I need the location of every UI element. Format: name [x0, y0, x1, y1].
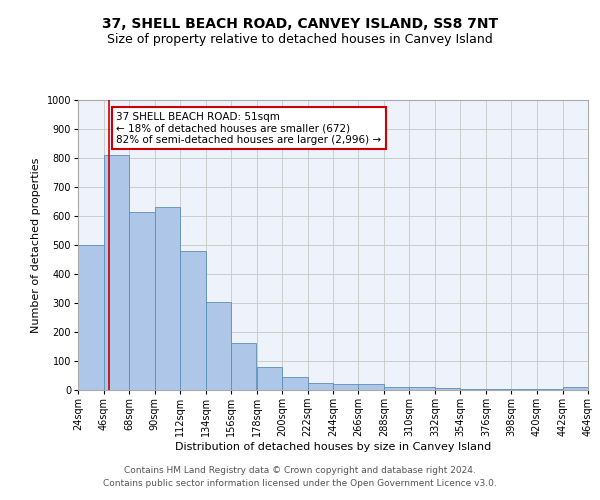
Bar: [358, 384, 384, 390]
Bar: [129, 212, 155, 390]
Bar: [409, 386, 435, 390]
Text: Size of property relative to detached houses in Canvey Island: Size of property relative to detached ho…: [107, 32, 493, 46]
Bar: [563, 387, 588, 390]
Bar: [104, 155, 129, 390]
Bar: [308, 383, 333, 390]
Bar: [257, 368, 282, 390]
Bar: [435, 388, 461, 390]
Bar: [205, 302, 231, 390]
Bar: [537, 388, 563, 390]
Bar: [282, 377, 308, 390]
Bar: [333, 384, 358, 390]
Bar: [384, 386, 409, 390]
Bar: [231, 342, 256, 390]
Text: Contains HM Land Registry data © Crown copyright and database right 2024.
Contai: Contains HM Land Registry data © Crown c…: [103, 466, 497, 487]
Text: 37 SHELL BEACH ROAD: 51sqm
← 18% of detached houses are smaller (672)
82% of sem: 37 SHELL BEACH ROAD: 51sqm ← 18% of deta…: [116, 112, 382, 145]
Bar: [486, 388, 511, 390]
Bar: [78, 245, 104, 390]
X-axis label: Distribution of detached houses by size in Canvey Island: Distribution of detached houses by size …: [175, 442, 491, 452]
Bar: [461, 388, 486, 390]
Text: 37, SHELL BEACH ROAD, CANVEY ISLAND, SS8 7NT: 37, SHELL BEACH ROAD, CANVEY ISLAND, SS8…: [102, 18, 498, 32]
Bar: [180, 251, 205, 390]
Bar: [511, 388, 537, 390]
Y-axis label: Number of detached properties: Number of detached properties: [31, 158, 41, 332]
Bar: [155, 208, 180, 390]
